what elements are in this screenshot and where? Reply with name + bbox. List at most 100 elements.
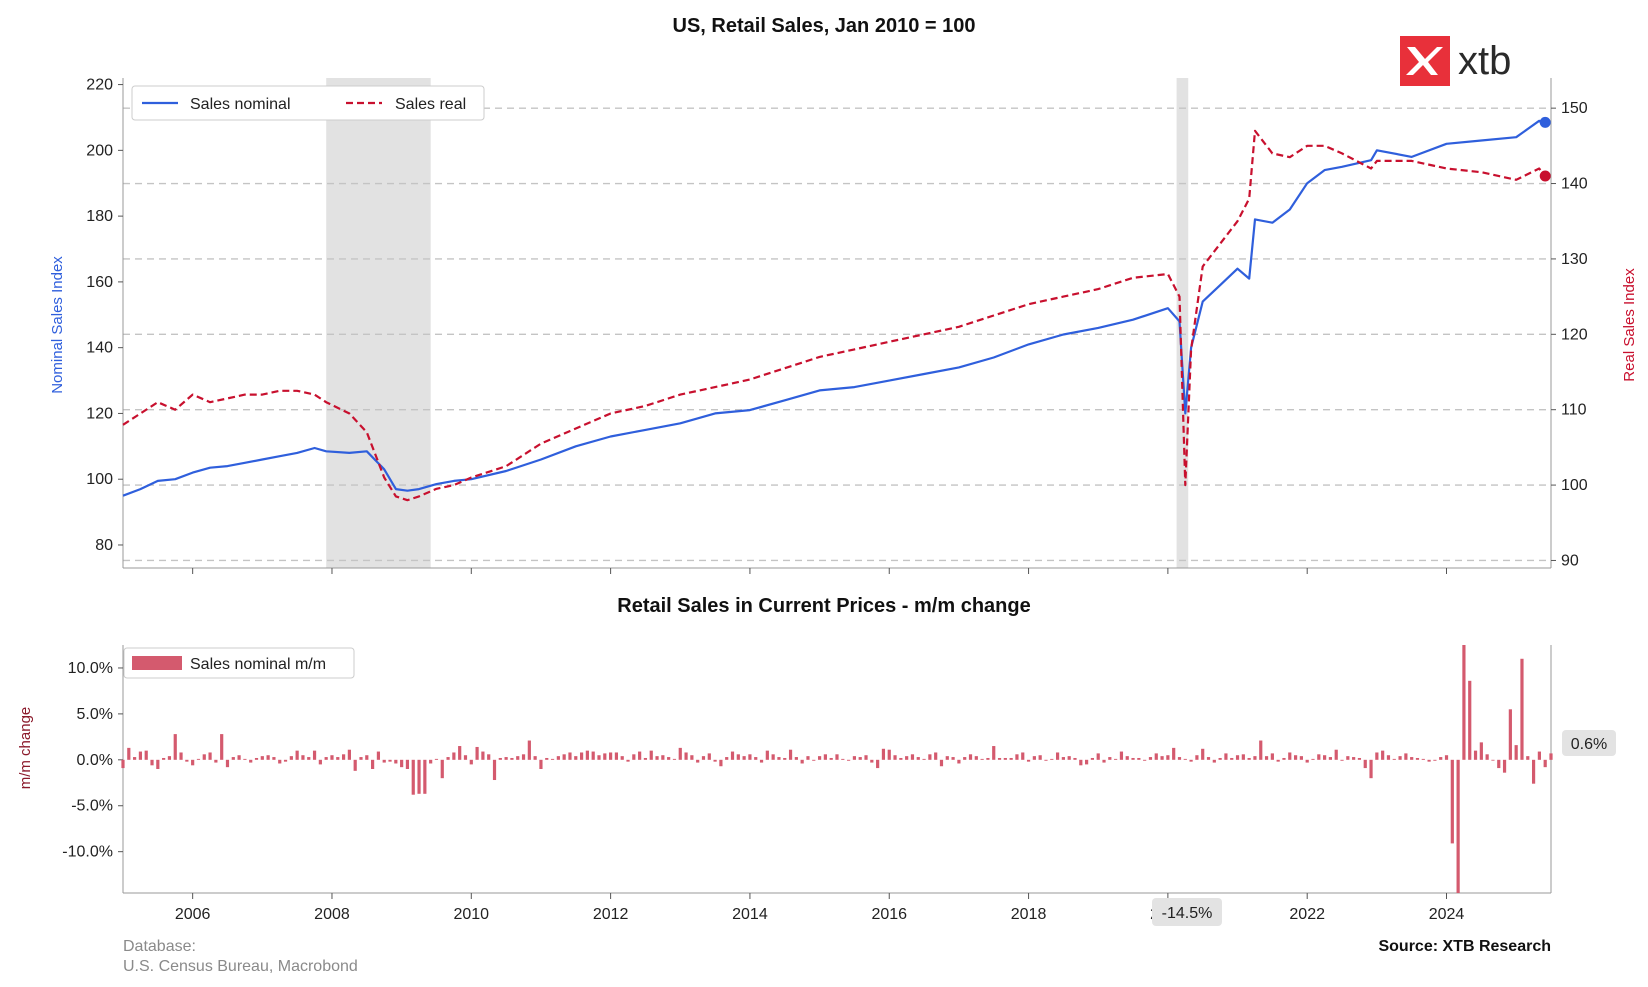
mm-bar	[1061, 757, 1065, 760]
mm-bar	[359, 757, 363, 760]
mm-bar	[516, 756, 520, 760]
mm-bar	[388, 759, 392, 762]
mm-bar	[1526, 756, 1530, 760]
top-legend-frame	[131, 85, 485, 121]
mm-bar	[434, 758, 439, 760]
mm-bar	[341, 754, 346, 760]
mm-bar	[1183, 758, 1187, 760]
mm-bar	[1131, 757, 1135, 760]
bottom-axis-title: m/m change	[17, 707, 34, 790]
mm-bar	[1201, 748, 1205, 760]
mm-bar	[1323, 755, 1327, 760]
mm-bar	[411, 759, 415, 795]
mm-bar	[765, 750, 769, 760]
mm-bar	[550, 758, 555, 760]
mm-bar	[318, 759, 322, 765]
mm-bar	[498, 757, 502, 760]
mm-bar	[1415, 757, 1420, 760]
mm-bar	[678, 747, 682, 760]
mm-bar	[771, 754, 775, 760]
mm-bar	[1224, 753, 1228, 760]
mm-bar	[1218, 757, 1222, 760]
mm-bar	[910, 754, 915, 760]
mm-bar	[307, 757, 311, 760]
series-line-nominal	[122, 119, 1546, 497]
mm-bar	[1241, 754, 1245, 760]
xtb-logo: xtb	[1400, 36, 1511, 86]
mm-bar	[510, 757, 514, 760]
mm-bar	[626, 759, 630, 762]
mm-bar	[1102, 759, 1106, 763]
mm-bar	[1340, 759, 1344, 761]
mm-bar	[1125, 756, 1129, 760]
mm-bar	[1253, 756, 1257, 760]
mm-bar	[283, 759, 288, 762]
mm-bar	[800, 759, 804, 764]
mm-bar	[742, 756, 746, 760]
mm-bar	[864, 755, 868, 760]
mm-bar	[916, 757, 920, 760]
last-value-badge-bg	[1562, 730, 1616, 756]
mm-bar	[1073, 757, 1077, 760]
mm-bar	[179, 752, 183, 760]
mm-bar	[667, 757, 671, 760]
mm-bar	[701, 756, 706, 760]
mm-bar	[643, 757, 648, 760]
mm-bar	[1369, 759, 1373, 779]
mm-bar	[1502, 759, 1507, 773]
mm-bar	[823, 754, 827, 760]
mm-bar	[1108, 757, 1112, 760]
right-tick-label-5: 140	[1561, 176, 1588, 193]
mm-bar	[870, 759, 874, 763]
mm-bar	[1055, 752, 1060, 760]
mm-bar	[1090, 757, 1095, 760]
mm-bar	[1381, 750, 1385, 760]
top-chart-title: US, Retail Sales, Jan 2010 = 100	[673, 15, 976, 37]
mm-bar	[684, 752, 688, 760]
mm-bar	[887, 749, 891, 760]
mm-bar	[690, 755, 694, 760]
series-end-dot-nominal	[1539, 116, 1551, 128]
mm-bar	[254, 757, 259, 760]
mm-bar	[162, 757, 166, 760]
mm-bar	[777, 757, 781, 760]
mm-bar	[1421, 758, 1425, 760]
mm-bar	[591, 751, 595, 760]
xtb-logo-x-mark	[1406, 47, 1443, 75]
mm-bar	[371, 759, 375, 769]
mm-bar	[574, 756, 578, 760]
mm-bar	[1160, 756, 1164, 760]
mm-bar	[1473, 750, 1478, 760]
mm-bar	[394, 759, 398, 764]
mm-bar	[1514, 745, 1518, 760]
bottom-y-tick-label-0: 10.0%	[68, 660, 113, 677]
mm-bar	[150, 759, 154, 766]
mm-bar	[1357, 757, 1362, 760]
mm-bar	[1305, 759, 1309, 763]
mm-bar	[928, 754, 932, 760]
mm-bar	[638, 751, 642, 760]
mm-bar	[1497, 759, 1501, 769]
mm-bar	[382, 759, 386, 763]
last-value-badge-text: 0.6%	[1571, 736, 1607, 753]
mm-bar	[1375, 752, 1379, 760]
mm-bar	[812, 759, 816, 761]
mm-bar	[788, 749, 793, 760]
mm-bar	[1311, 758, 1315, 760]
mm-bar	[1276, 759, 1280, 762]
series-end-dot-real	[1539, 170, 1551, 182]
mm-bar	[1119, 751, 1124, 760]
mm-bar	[539, 759, 543, 769]
mm-bar	[736, 754, 740, 760]
x-tick-label-3: 2012	[593, 906, 629, 923]
mm-bar	[1346, 756, 1350, 760]
mm-bar	[1398, 756, 1402, 760]
mm-bar	[1456, 759, 1460, 893]
mm-bar	[1543, 759, 1547, 768]
mm-bar	[1259, 740, 1263, 760]
right-tick-label-1: 100	[1561, 477, 1588, 494]
mm-bar	[1531, 759, 1536, 784]
mm-bar	[893, 755, 897, 760]
last-value-badge: 0.6%	[1562, 730, 1616, 756]
mm-bar	[545, 757, 549, 760]
